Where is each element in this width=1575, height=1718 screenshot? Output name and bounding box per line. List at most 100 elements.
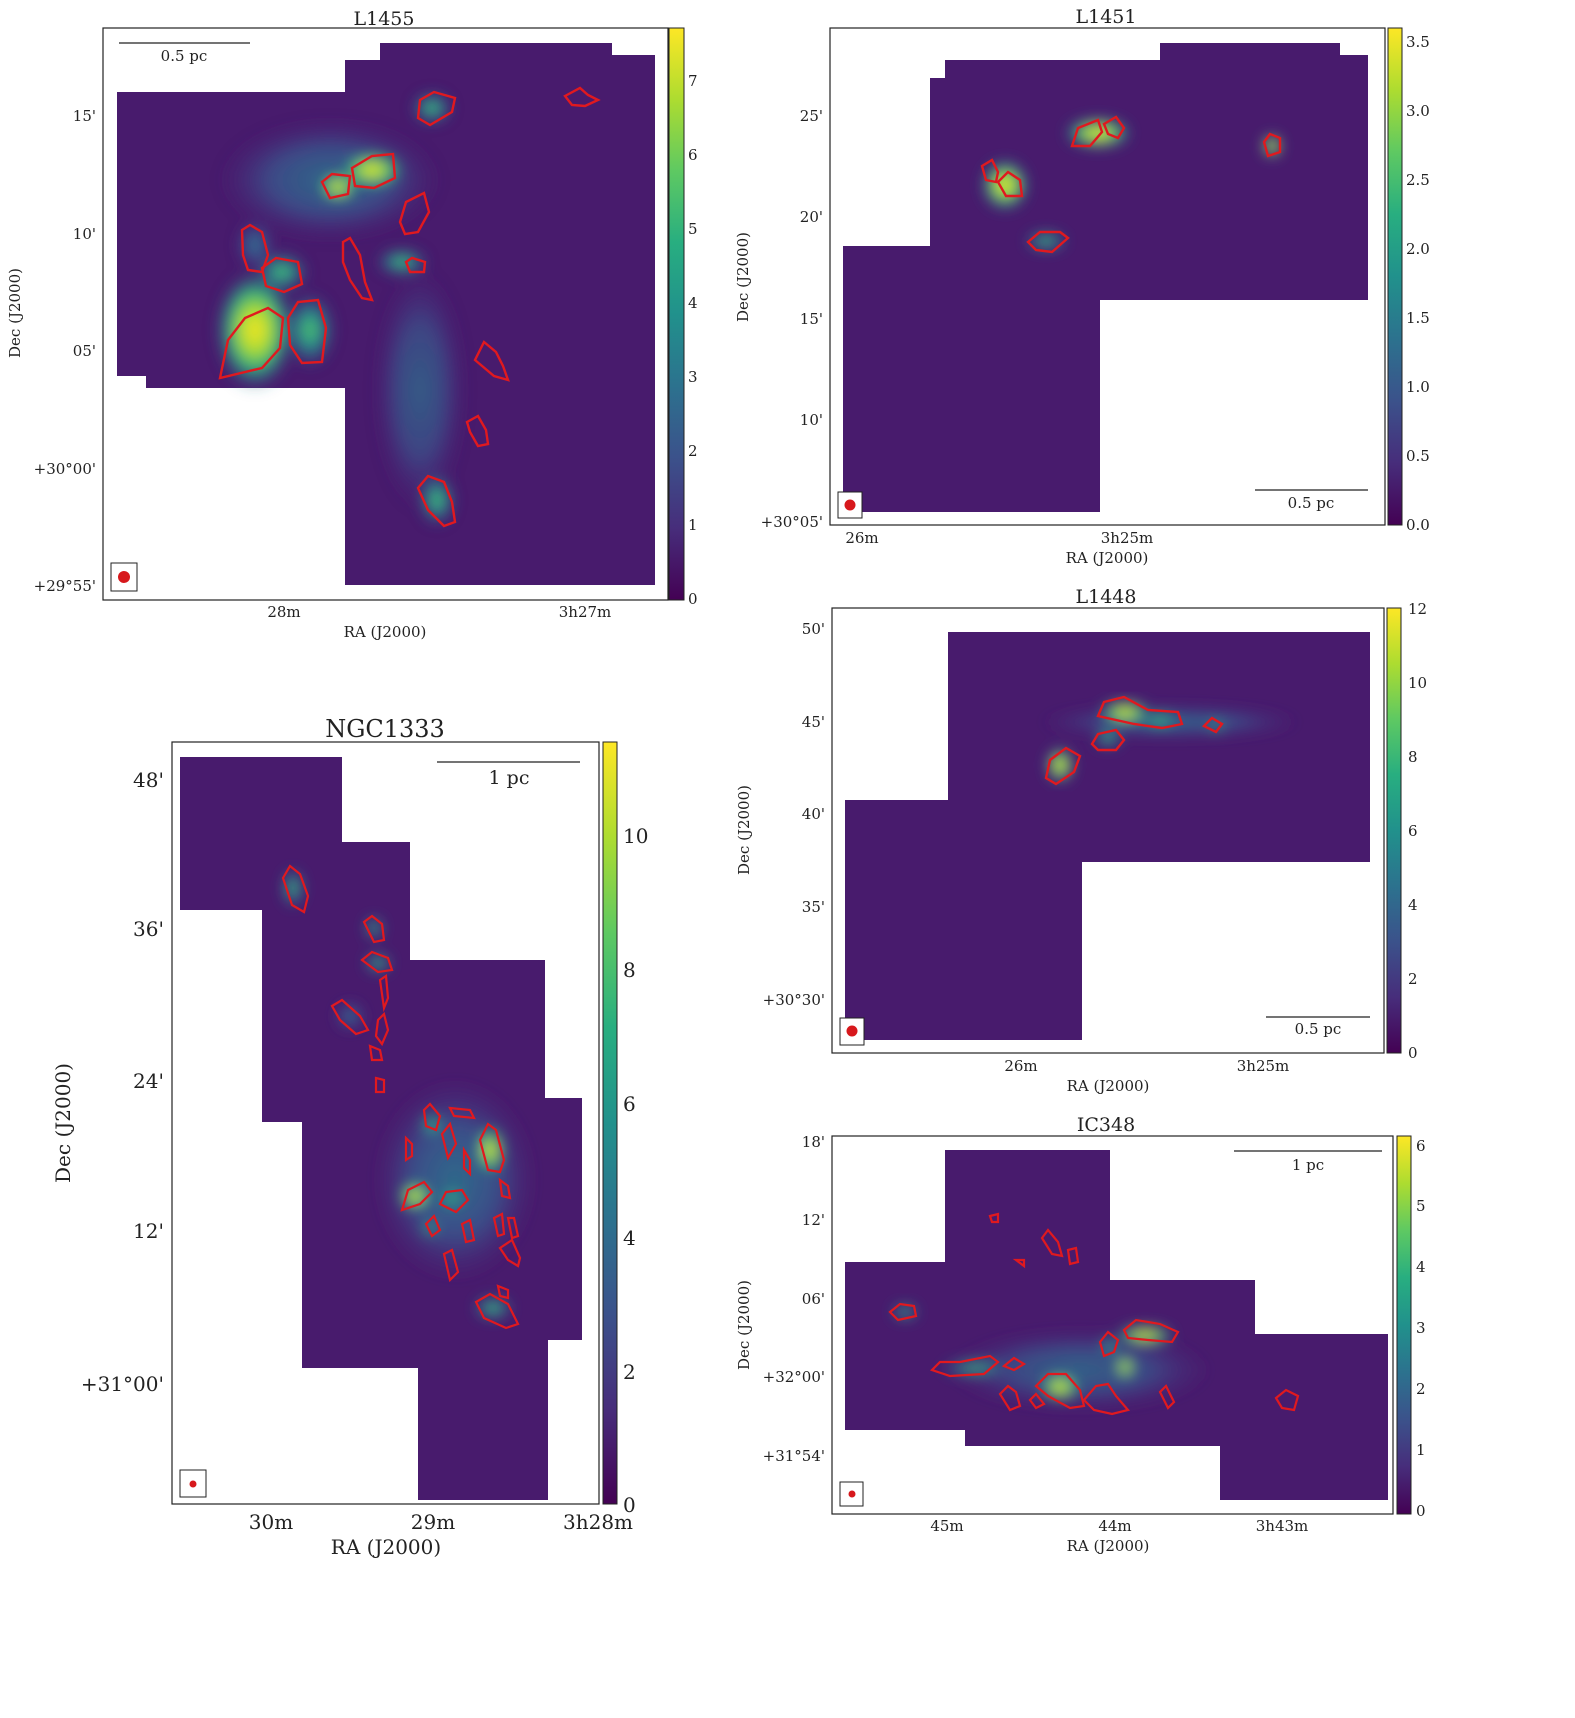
l1448-beam-marker xyxy=(846,1025,858,1037)
ic348-xtick: 45m xyxy=(930,1517,963,1535)
ngc1333-cbar-tick: 10 xyxy=(623,824,648,848)
ngc1333-xtick: 30m xyxy=(249,1510,293,1534)
l1455-title: L1455 xyxy=(354,8,415,30)
l1451-ylabel: Dec (J2000) xyxy=(734,232,752,322)
l1455-core-contours xyxy=(218,86,601,528)
ic348-ylabel: Dec (J2000) xyxy=(735,1280,753,1370)
l1451-scalebar-label: 0.5 pc xyxy=(1288,494,1335,512)
l1451-colorbar xyxy=(1387,27,1403,526)
l1448-cbar-tick: 4 xyxy=(1408,896,1418,914)
l1448-cbar-tick: 8 xyxy=(1408,748,1418,766)
l1451-xlabel: RA (J2000) xyxy=(1066,549,1149,567)
l1448-cbar-tick: 12 xyxy=(1408,600,1427,618)
ngc1333-cbar-tick: 8 xyxy=(623,958,636,982)
l1448-ylabel: Dec (J2000) xyxy=(735,785,753,875)
panel-l1455: L1455 0.5 pc 15' 10' 05' xyxy=(0,0,760,650)
l1455-ytick: +30°00' xyxy=(34,460,96,478)
l1455-cbar-tick: 3 xyxy=(688,368,698,386)
ic348-cbar-tick: 3 xyxy=(1416,1319,1426,1337)
l1455-cbar-tick: 1 xyxy=(688,516,698,534)
l1448-cbar-tick: 0 xyxy=(1408,1044,1418,1062)
l1448-cbar-tick: 10 xyxy=(1408,674,1427,692)
ngc1333-ytick: 12' xyxy=(133,1219,164,1243)
ic348-colorbar xyxy=(1396,1135,1412,1515)
ngc1333-xtick: 29m xyxy=(411,1510,455,1534)
l1451-ytick: +30°05' xyxy=(761,513,823,531)
l1451-cbar-tick: 0.0 xyxy=(1406,516,1430,534)
ngc1333-ylabel: Dec (J2000) xyxy=(51,1063,75,1183)
ngc1333-ytick: +31°00' xyxy=(81,1372,164,1396)
ic348-cbar-tick: 1 xyxy=(1416,1441,1426,1459)
ngc1333-cbar-tick: 2 xyxy=(623,1360,636,1384)
l1451-ytick: 25' xyxy=(800,107,823,125)
ic348-ytick: +31°54' xyxy=(763,1447,825,1465)
l1448-scalebar-label: 0.5 pc xyxy=(1295,1020,1342,1038)
ic348-cbar-tick: 0 xyxy=(1416,1502,1426,1520)
l1451-ytick: 10' xyxy=(800,411,823,429)
ic348-cbar-tick: 5 xyxy=(1416,1197,1426,1215)
ic348-cbar-tick: 4 xyxy=(1416,1258,1426,1276)
ngc1333-scalebar-label: 1 pc xyxy=(489,767,530,789)
l1448-ytick: 50' xyxy=(802,620,825,638)
l1455-xtick: 28m xyxy=(267,603,300,621)
ic348-xlabel: RA (J2000) xyxy=(1067,1537,1150,1555)
l1451-title: L1451 xyxy=(1076,6,1137,28)
ic348-xtick: 44m xyxy=(1098,1517,1131,1535)
l1455-ytick: +29°55' xyxy=(34,577,96,595)
l1455-cbar-tick: 0 xyxy=(688,590,698,608)
l1455-colorbar xyxy=(668,27,685,601)
ngc1333-cbar-tick: 0 xyxy=(623,1493,636,1517)
l1455-cbar-tick: 7 xyxy=(688,72,698,90)
l1455-ylabel: Dec (J2000) xyxy=(6,268,24,358)
ngc1333-ytick: 24' xyxy=(133,1069,164,1093)
l1448-xtick: 26m xyxy=(1004,1057,1037,1075)
l1448-ytick: 35' xyxy=(802,898,825,916)
ic348-ytick: 12' xyxy=(802,1211,825,1229)
l1448-ytick: 40' xyxy=(802,805,825,823)
ic348-ytick: 06' xyxy=(802,1290,825,1308)
l1455-cbar-tick: 5 xyxy=(688,220,698,238)
l1455-xlabel: RA (J2000) xyxy=(344,623,427,641)
ic348-map-coverage xyxy=(845,1150,1388,1500)
l1448-cbar-tick: 2 xyxy=(1408,970,1418,988)
ic348-beam-marker xyxy=(848,1490,856,1498)
l1455-cbar-tick: 6 xyxy=(688,146,698,164)
l1455-scalebar-label: 0.5 pc xyxy=(161,47,208,65)
l1451-cbar-tick: 2.5 xyxy=(1406,171,1430,189)
ic348-cbar-tick: 2 xyxy=(1416,1380,1426,1398)
ngc1333-cbar-tick: 6 xyxy=(623,1092,636,1116)
ngc1333-figure: NGC1333 xyxy=(51,715,648,1559)
ic348-xtick: 3h43m xyxy=(1256,1517,1309,1535)
ngc1333-colorbar xyxy=(602,741,618,1505)
ic348-core-contours xyxy=(888,1212,1300,1416)
l1451-cbar-tick: 3.0 xyxy=(1406,102,1430,120)
ic348-scalebar-label: 1 pc xyxy=(1292,1156,1324,1174)
ngc1333-title: NGC1333 xyxy=(325,715,445,743)
ic348-ytick: 18' xyxy=(802,1133,825,1151)
l1451-cbar-tick: 1.5 xyxy=(1406,309,1430,327)
ngc1333-ytick: 36' xyxy=(133,917,164,941)
l1451-cbar-tick: 0.5 xyxy=(1406,447,1430,465)
ngc1333-ytick: 48' xyxy=(133,768,164,792)
l1448-title: L1448 xyxy=(1076,586,1137,608)
l1451-core-contours xyxy=(980,115,1282,254)
ngc1333-beam-marker xyxy=(189,1480,197,1488)
l1448-figure: L1448 0.5 pc 50' 45' 40' 35' +30°30' 26m… xyxy=(735,586,1427,1095)
ngc1333-core-contours xyxy=(281,864,522,1330)
l1455-ytick: 05' xyxy=(73,342,96,360)
l1451-map-coverage xyxy=(843,43,1368,512)
l1448-cbar-tick: 6 xyxy=(1408,822,1418,840)
l1455-xtick: 3h27m xyxy=(559,603,612,621)
ngc1333-cbar-tick: 4 xyxy=(623,1226,636,1250)
l1455-figure: L1455 0.5 pc 15' 10' 05' xyxy=(6,8,698,641)
ic348-title: IC348 xyxy=(1077,1114,1135,1136)
l1448-xtick: 3h25m xyxy=(1237,1057,1290,1075)
l1451-xtick: 26m xyxy=(845,529,878,547)
l1455-ytick: 15' xyxy=(73,107,96,125)
ngc1333-xtick: 3h28m xyxy=(563,1510,633,1534)
l1451-beam-marker xyxy=(844,499,856,511)
l1455-cbar-tick: 2 xyxy=(688,442,698,460)
l1448-xlabel: RA (J2000) xyxy=(1067,1077,1150,1095)
l1455-beam-marker xyxy=(118,571,130,583)
